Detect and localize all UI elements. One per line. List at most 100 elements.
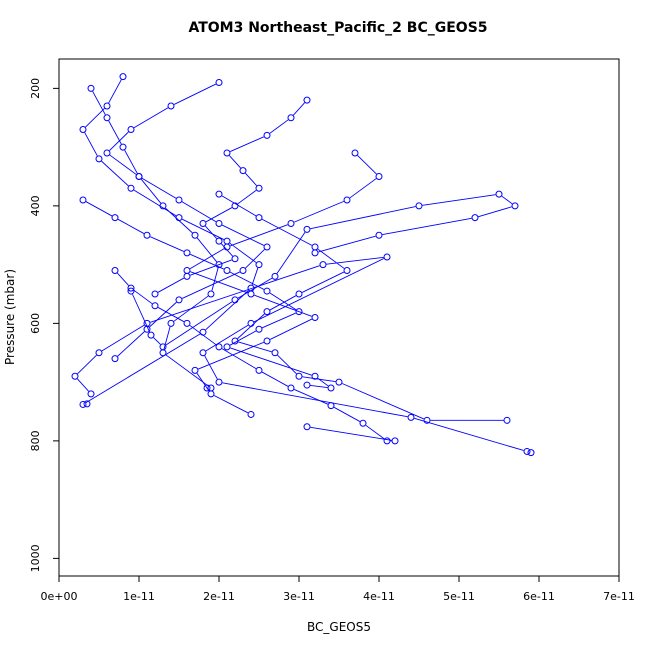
series-segment — [382, 217, 472, 236]
data-point — [207, 390, 215, 398]
data-point — [359, 419, 367, 427]
series-segment — [133, 107, 169, 129]
data-point — [391, 437, 399, 445]
y-tick-label: 600 — [29, 313, 42, 334]
series-7 — [79, 196, 335, 392]
series-segment — [269, 318, 313, 340]
series-segment — [245, 249, 265, 269]
series-segment — [221, 195, 257, 217]
series-segment — [238, 341, 272, 353]
data-point — [255, 366, 263, 374]
data-point — [263, 287, 271, 295]
series-2 — [79, 73, 263, 408]
series-segment — [132, 294, 150, 333]
series-segment — [189, 325, 217, 346]
data-point — [223, 267, 231, 274]
series-segment — [269, 292, 297, 311]
data-point — [327, 384, 335, 392]
series-segment — [342, 383, 424, 420]
data-point — [79, 126, 87, 133]
data-point — [143, 231, 151, 239]
data-point — [255, 325, 263, 333]
y-tick-label: 400 — [29, 195, 42, 216]
data-point — [207, 290, 215, 298]
series-segment — [85, 201, 113, 217]
data-point — [239, 267, 247, 274]
data-point — [215, 79, 223, 86]
series-segment — [253, 258, 385, 323]
y-axis: 200 400 600 800 1000 — [29, 78, 60, 572]
data-point — [183, 249, 191, 257]
series-segment — [230, 224, 288, 247]
data-point — [215, 220, 223, 227]
series-segment — [124, 149, 138, 174]
data-point — [287, 220, 295, 227]
x-tick-label: 4e-11 — [363, 590, 395, 603]
series-segment — [84, 132, 98, 157]
data-point — [143, 325, 151, 333]
series-segment — [153, 337, 161, 345]
y-tick-label: 800 — [29, 430, 42, 451]
data-point — [303, 96, 311, 104]
data-point — [295, 290, 303, 298]
data-point — [215, 343, 223, 351]
data-point — [263, 337, 271, 345]
data-point — [311, 249, 319, 257]
data-point — [183, 272, 191, 280]
data-point — [255, 261, 263, 269]
x-tick-label: 1e-11 — [123, 590, 155, 603]
data-point — [147, 331, 155, 339]
data-point — [127, 284, 135, 292]
series-segment — [101, 160, 129, 187]
data-point — [271, 272, 279, 280]
data-point — [383, 253, 391, 261]
data-point — [255, 214, 263, 222]
data-point — [375, 173, 383, 180]
series-segment — [213, 395, 249, 414]
series-segment — [165, 207, 193, 234]
data-point — [231, 255, 239, 263]
series-segment — [294, 388, 328, 405]
data-point — [311, 372, 319, 380]
data-point — [87, 390, 95, 398]
series-group — [71, 73, 535, 457]
series-segment — [222, 382, 408, 418]
x-tick-label: 6e-11 — [523, 590, 555, 603]
series-segment — [109, 131, 129, 151]
data-point — [103, 102, 111, 110]
series-segment — [150, 265, 320, 323]
series-10 — [183, 149, 383, 418]
series-segment — [205, 324, 249, 352]
data-point — [111, 267, 119, 274]
series-segment — [318, 235, 376, 253]
data-point — [199, 349, 207, 357]
series-segment — [109, 154, 137, 175]
series-segment — [293, 102, 305, 116]
series-segment — [230, 347, 312, 376]
series-segment — [251, 267, 259, 285]
series-segment — [165, 354, 209, 387]
series-segment — [230, 136, 264, 153]
series-segment — [77, 354, 97, 375]
data-point — [111, 355, 119, 363]
data-point — [311, 243, 319, 251]
data-point — [79, 196, 87, 204]
series-segment — [211, 267, 219, 291]
series-segment — [237, 313, 265, 339]
data-point — [183, 267, 191, 274]
series-5 — [87, 84, 223, 392]
series-segment — [422, 194, 496, 206]
data-point — [527, 449, 535, 457]
data-point — [223, 149, 231, 157]
data-point — [511, 202, 519, 210]
series-segment — [165, 301, 233, 346]
data-point — [263, 243, 271, 251]
data-point — [183, 319, 191, 327]
series-segment — [190, 271, 248, 294]
series-segment — [229, 242, 257, 263]
data-point — [295, 308, 303, 316]
data-point — [87, 84, 95, 92]
data-point — [231, 202, 239, 210]
data-point — [103, 149, 111, 157]
